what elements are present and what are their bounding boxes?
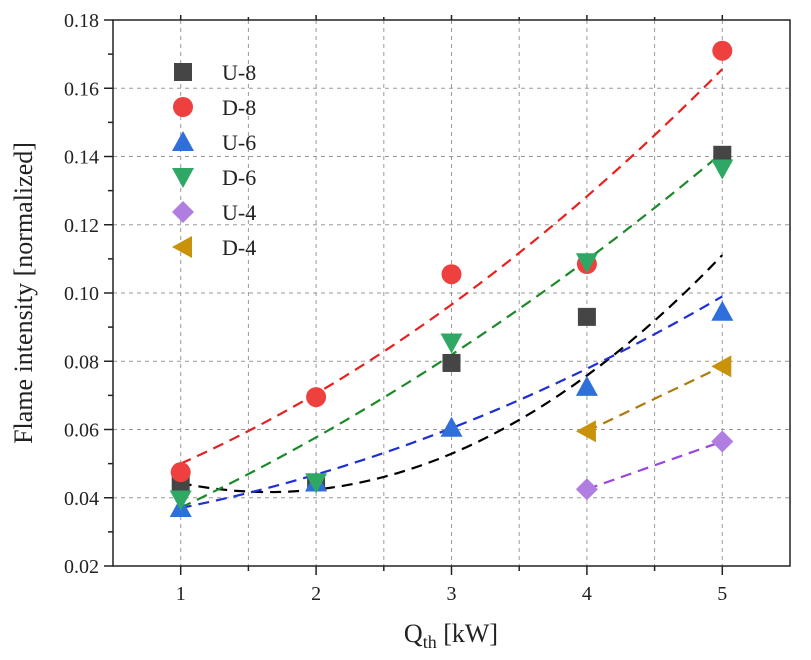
y-tick-label: 0.16 <box>64 78 99 100</box>
data-point-d-8 <box>712 40 733 61</box>
tick-labels: 1 2 3 4 5 0.02 0.04 0.06 0.08 0.10 0.12 0.14 0.16 0.1… <box>64 10 727 605</box>
legend-marker-d-4 <box>172 236 192 258</box>
fit-curve-d-8 <box>180 68 724 465</box>
legend-label-u-4: U-4 <box>222 200 256 225</box>
fit-curve-d-4 <box>586 365 723 433</box>
data-point-d-6 <box>169 490 192 511</box>
data-point-u-8 <box>577 307 596 326</box>
legend-marker-u-8 <box>174 63 192 81</box>
data-point-d-8 <box>306 387 327 408</box>
legend-label-d-6: D-6 <box>222 165 256 190</box>
legend-label-d-8: D-8 <box>222 95 256 120</box>
data-point-u-6 <box>575 375 598 396</box>
data-point-d-8 <box>170 462 191 483</box>
x-axis-title-subscript: th <box>423 632 437 652</box>
axis-ticks <box>104 15 724 575</box>
data-point-d-4 <box>711 355 732 378</box>
data-point-d-6 <box>305 473 328 494</box>
data-point-u-8 <box>713 145 732 164</box>
y-tick-label: 0.04 <box>64 488 99 510</box>
y-axis-title: Flame intensity [normalized] <box>9 142 38 444</box>
y-tick-label: 0.06 <box>64 420 99 442</box>
fit-curve-u-4 <box>586 440 723 491</box>
grid-lines <box>113 20 790 566</box>
x-tick-label: 3 <box>447 583 457 605</box>
data-point-u-4 <box>575 478 598 501</box>
legend-marker-d-6 <box>172 168 194 188</box>
data-point-d-6 <box>711 159 734 180</box>
data-markers <box>169 40 734 517</box>
x-tick-label: 5 <box>717 583 727 605</box>
x-tick-label: 4 <box>582 583 592 605</box>
data-point-u-8 <box>442 353 461 372</box>
y-tick-label: 0.10 <box>64 283 99 305</box>
legend-label-u-6: U-6 <box>222 130 256 155</box>
legend-label-u-8: U-8 <box>222 60 256 85</box>
legend-label-d-4: D-4 <box>222 235 256 260</box>
legend-marker-u-6 <box>172 131 194 151</box>
y-tick-label: 0.08 <box>64 351 99 373</box>
fit-curve-u-6 <box>180 295 723 510</box>
x-axis-title-main: Q <box>404 619 423 648</box>
data-point-d-6 <box>575 253 598 274</box>
y-tick-label: 0.14 <box>64 147 99 169</box>
data-point-d-8 <box>441 264 462 285</box>
legend-marker-d-8 <box>173 97 193 117</box>
x-tick-label: 1 <box>176 583 186 605</box>
data-point-d-6 <box>440 333 463 354</box>
data-point-u-6 <box>711 300 734 321</box>
x-axis-title: Qth [kW] <box>404 619 498 652</box>
y-tick-label: 0.12 <box>64 215 99 237</box>
data-point-u-6 <box>440 416 463 437</box>
data-point-d-4 <box>575 420 596 443</box>
x-axis-title-unit: [kW] <box>437 619 498 648</box>
legend: U-8 D-8 U-6 D-6 U-4 D-4 <box>172 60 256 260</box>
y-tick-label: 0.02 <box>64 556 99 578</box>
legend-marker-u-4 <box>172 201 194 223</box>
y-tick-label: 0.18 <box>64 10 99 32</box>
fit-curve-u-8 <box>180 254 724 494</box>
x-tick-label: 2 <box>311 583 321 605</box>
data-point-u-4 <box>711 430 734 453</box>
